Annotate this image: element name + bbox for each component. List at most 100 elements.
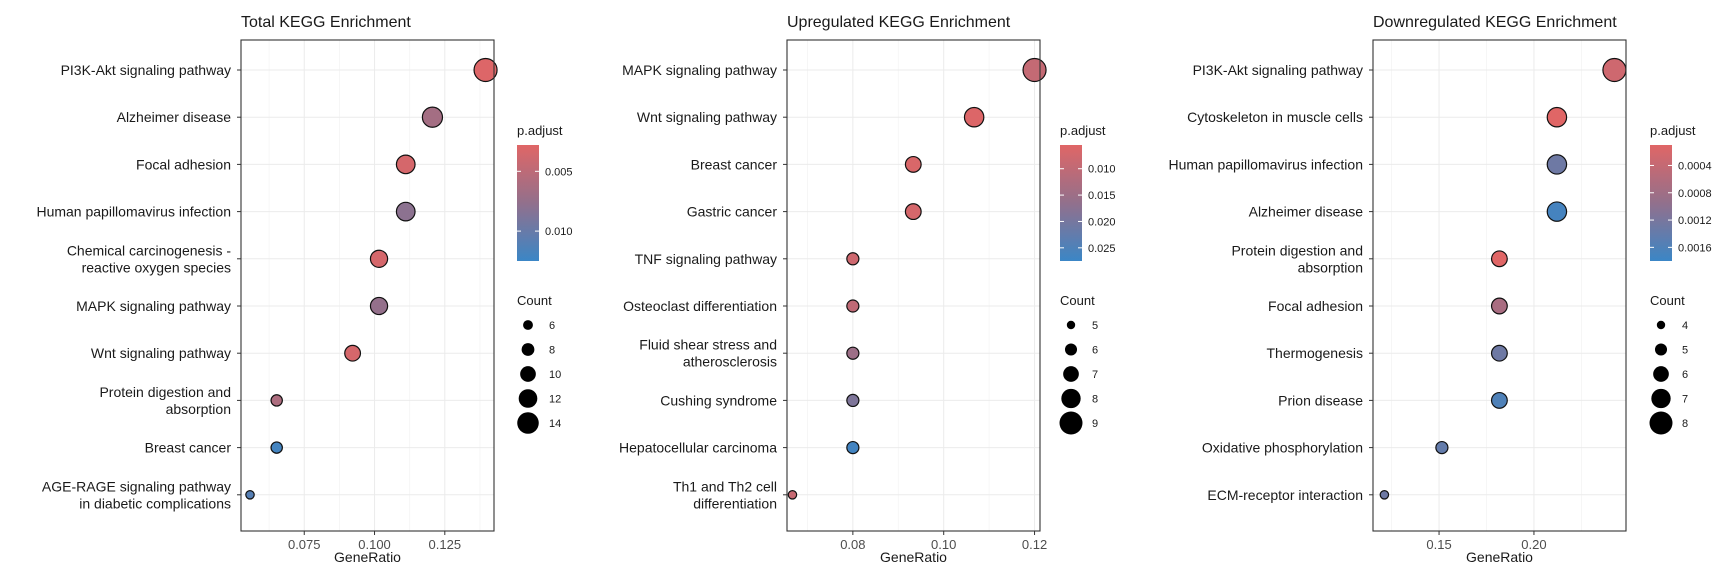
- x-tick-label: 0.12: [1022, 537, 1047, 552]
- data-point-wnt-signaling-pathway: [344, 344, 362, 362]
- plot-area: [241, 40, 494, 531]
- data-point-focal-adhesion: [395, 154, 416, 175]
- category-label: AGE-RAGE signaling pathway in diabetic co…: [42, 478, 231, 511]
- x-tick-label: 0.10: [931, 537, 956, 552]
- category-label: Gastric cancer: [687, 204, 778, 220]
- x-tick-label: 0.15: [1426, 537, 1451, 552]
- panel-upregulated-kegg: Upregulated KEGG Enrichment MAPK signalin…: [619, 14, 1116, 565]
- size-legend-dot: [520, 366, 536, 382]
- size-legend-label: 8: [549, 345, 555, 357]
- size-legend-dot: [1063, 366, 1079, 382]
- panel-title: Total KEGG Enrichment: [241, 14, 411, 31]
- category-label: Chemical carcinogenesis -reactive oxygen…: [67, 242, 232, 275]
- panel-border: [786, 39, 1041, 532]
- data-point-alzheimer-disease: [421, 106, 444, 128]
- data-point-osteoclast-differentiation: [846, 299, 860, 313]
- category-label: Focal adhesion: [1268, 298, 1363, 314]
- size-legend-dot: [1061, 388, 1081, 409]
- color-legend-label: 0.0012: [1678, 215, 1712, 227]
- size-legend-title: Count: [517, 293, 552, 308]
- data-point-gastric-cancer: [904, 203, 922, 221]
- category-label: Wnt signaling pathway: [91, 345, 231, 361]
- data-point-breast-cancer: [270, 441, 283, 454]
- x-tick-label: 0.20: [1521, 537, 1546, 552]
- size-legend-dot: [518, 389, 538, 408]
- plot-area: [1373, 40, 1626, 531]
- category-label: Wnt signaling pathway: [637, 109, 777, 125]
- color-legend-label: 0.015: [1088, 190, 1116, 202]
- data-point-oxidative-phosphorylation: [1435, 440, 1449, 455]
- x-axis-title: GeneRatio: [1466, 549, 1533, 565]
- category-label: ECM-receptor interaction: [1207, 487, 1363, 503]
- panel-border: [1372, 39, 1627, 532]
- x-tick-label: 0.08: [840, 537, 865, 552]
- data-point-focal-adhesion: [1490, 297, 1508, 315]
- size-legend-label: 6: [1682, 369, 1688, 381]
- size-legend-dot: [517, 412, 539, 434]
- data-point-tnf-signaling-pathway: [846, 252, 860, 266]
- size-legend-dot: [1059, 411, 1083, 435]
- size-legend-label: 12: [549, 394, 561, 406]
- data-point-chemical-carcinogenesis-reactive-oxygen-species: [369, 249, 389, 268]
- color-legend-label: 0.0004: [1678, 160, 1712, 172]
- color-legend-title: p.adjust: [517, 123, 563, 138]
- category-label: TNF signaling pathway: [635, 251, 777, 267]
- size-legend-dot: [1656, 320, 1666, 330]
- category-label: PI3K-Akt signaling pathway: [61, 62, 231, 78]
- color-bar: [1060, 145, 1082, 261]
- data-point-pi3k-akt-signaling-pathway: [1602, 57, 1627, 83]
- category-label: Breast cancer: [145, 440, 232, 456]
- color-legend-label: 0.010: [1088, 164, 1116, 176]
- category-label: Protein digestion and absorption: [99, 384, 231, 417]
- color-legend-label: 0.005: [545, 166, 573, 178]
- data-point-alzheimer-disease: [1546, 201, 1568, 222]
- size-legend-dot: [1651, 388, 1671, 409]
- category-label: Protein digestion and absorption: [1231, 242, 1363, 275]
- category-label: Hepatocellular carcinoma: [619, 440, 777, 456]
- data-point-age-rage-signaling-pathway-in-diabetic-complications: [245, 489, 255, 500]
- color-legend-label: 0.0008: [1678, 188, 1712, 200]
- color-legend-label: 0.020: [1088, 216, 1116, 228]
- data-point-pi3k-akt-signaling-pathway: [473, 57, 498, 83]
- size-legend-dot: [1064, 343, 1078, 356]
- category-label: Th1 and Th2 cell differentiation: [673, 478, 777, 511]
- category-label: Osteoclast differentiation: [623, 298, 777, 314]
- size-legend-dot: [523, 320, 533, 330]
- data-point-hepatocellular-carcinoma: [846, 440, 860, 455]
- panel-title: Downregulated KEGG Enrichment: [1373, 14, 1617, 31]
- size-legend-label: 7: [1682, 394, 1688, 406]
- data-point-fluid-shear-stress-and-atherosclerosis: [846, 346, 860, 360]
- size-legend-label: 8: [1092, 394, 1098, 406]
- size-legend-dot: [521, 343, 535, 356]
- x-tick-label: 0.125: [429, 537, 462, 552]
- size-legend-label: 6: [1092, 345, 1098, 357]
- category-label: Alzheimer disease: [117, 109, 232, 125]
- color-legend-label: 0.025: [1088, 243, 1116, 255]
- x-tick-label: 0.100: [358, 537, 391, 552]
- category-label: Cushing syndrome: [660, 392, 777, 408]
- category-label: Human papillomavirus infection: [36, 204, 231, 220]
- color-bar: [517, 145, 539, 261]
- data-point-breast-cancer: [904, 155, 922, 173]
- category-label: Cytoskeleton in muscle cells: [1187, 109, 1363, 125]
- x-axis-title: GeneRatio: [334, 549, 401, 565]
- size-legend-label: 8: [1682, 418, 1688, 430]
- panel-border: [240, 39, 495, 532]
- data-point-th1-and-th2-cell-differentiation: [787, 489, 798, 500]
- color-legend-title: p.adjust: [1650, 123, 1696, 138]
- data-point-thermogenesis: [1490, 344, 1508, 362]
- category-label: PI3K-Akt signaling pathway: [1193, 62, 1363, 78]
- data-point-mapk-signaling-pathway: [1022, 57, 1047, 83]
- size-legend-label: 10: [549, 369, 561, 381]
- data-point-cytoskeleton-in-muscle-cells: [1546, 106, 1568, 128]
- size-legend-label: 14: [549, 418, 561, 430]
- x-axis-title: GeneRatio: [880, 549, 947, 565]
- color-legend-label: 0.010: [545, 226, 573, 238]
- size-legend-title: Count: [1650, 293, 1685, 308]
- category-label: Focal adhesion: [136, 156, 231, 172]
- category-label: Human papillomavirus infection: [1168, 156, 1363, 172]
- x-tick-label: 0.075: [288, 537, 321, 552]
- data-point-protein-digestion-and-absorption: [1490, 250, 1508, 268]
- size-legend-label: 9: [1092, 418, 1098, 430]
